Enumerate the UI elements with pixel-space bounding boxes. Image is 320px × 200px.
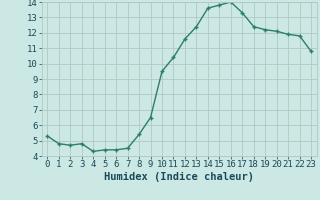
X-axis label: Humidex (Indice chaleur): Humidex (Indice chaleur) [104, 172, 254, 182]
